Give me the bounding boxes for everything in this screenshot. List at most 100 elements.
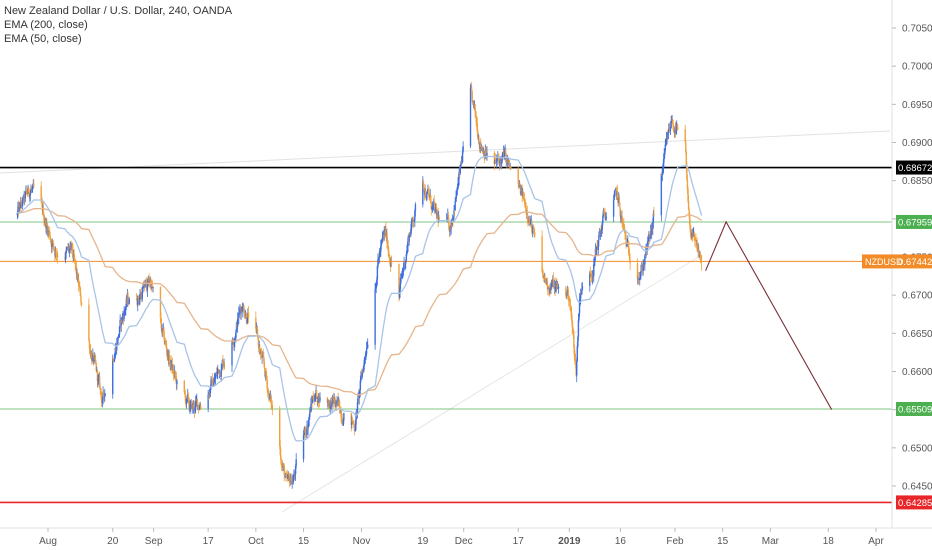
candle-body-569: [462, 146, 464, 152]
candle-body-743: [602, 215, 604, 223]
candle-body-511: [422, 181, 425, 185]
candle-body-137: [121, 316, 124, 321]
candle-body-462: [381, 239, 383, 242]
candle-body-771: [624, 233, 627, 237]
candle-body-35: [43, 216, 45, 221]
candle-body-456: [377, 256, 380, 260]
candle-body-600: [493, 152, 496, 164]
candle-body-181: [160, 318, 162, 325]
candle-body-507: [413, 220, 415, 222]
candle-body-816: [664, 150, 666, 156]
legend-ema50[interactable]: EMA (50, close): [4, 33, 82, 45]
candle-body-644: [525, 207, 527, 213]
candle-body-766: [622, 222, 624, 224]
candle-body-839: [677, 126, 679, 130]
candle-body-492: [405, 260, 407, 264]
candle-body-482: [399, 283, 401, 292]
candle-body-850: [690, 232, 692, 234]
candle-body-605: [496, 157, 498, 162]
rising-trendline: [281, 255, 701, 513]
candle-body-684: [555, 286, 557, 291]
candle-body-532: [434, 209, 437, 213]
candle-body-699: [570, 307, 572, 313]
candle-body-127: [116, 343, 118, 351]
candle-body-501: [410, 230, 412, 236]
price-tag-bg-0: [896, 160, 932, 175]
candle-body-543: [447, 214, 450, 223]
candle-body-286: [240, 309, 242, 314]
ema-50-line: [17, 155, 703, 442]
candle-body-596: [484, 150, 486, 158]
candle-body-735: [597, 240, 599, 250]
candle-body-555: [454, 201, 456, 211]
candle-body-658: [533, 231, 535, 233]
candle-body-779: [629, 260, 631, 264]
candle-body-526: [431, 206, 433, 209]
candle-body-865: [698, 256, 701, 258]
candle-body-180: [159, 287, 162, 319]
candle-body-283: [238, 309, 241, 313]
candle-body-414: [340, 411, 342, 417]
candle-body-313: [262, 355, 264, 357]
candle-body-96: [91, 357, 93, 361]
x-tick-label-9: 17: [513, 536, 525, 547]
candle-body-773: [625, 244, 628, 246]
candle-body-253: [214, 376, 217, 379]
candle-body-272: [232, 341, 234, 343]
candle-body-854: [692, 233, 694, 237]
x-tick-label-16: Apr: [868, 536, 884, 547]
candle-body-276: [234, 337, 237, 339]
candle-body-389: [319, 397, 321, 401]
candle-body-251: [213, 378, 216, 383]
candle-body-218: [188, 400, 190, 405]
legend-title[interactable]: New Zealand Dollar / U.S. Dollar, 240, O…: [4, 5, 233, 17]
candle-body-6: [20, 202, 22, 208]
candle-body-618: [503, 152, 506, 158]
candle-body-411: [338, 399, 341, 407]
candle-body-398: [331, 401, 333, 408]
candle-body-56: [55, 251, 57, 255]
candle-body-809: [653, 213, 655, 216]
x-tick-label-11: 16: [615, 536, 627, 547]
candle-body-101: [94, 356, 96, 361]
candle-body-128: [116, 343, 118, 345]
candle-body-662: [542, 273, 544, 278]
candle-body-99: [93, 358, 95, 362]
candle-body-27: [31, 185, 34, 189]
candle-body-446: [365, 354, 367, 356]
candle-body-553: [453, 209, 455, 217]
candle-body-705: [573, 347, 576, 358]
candle-body-633: [519, 185, 521, 187]
candle-body-704: [573, 334, 575, 348]
candle-body-392: [327, 401, 330, 406]
legend-ema200[interactable]: EMA (200, close): [4, 19, 88, 31]
time-axis[interactable]: Aug 20 Sep 17 Oct 15 Nov 19 Dec 17 2019 16 Feb 15 Mar 1…: [39, 528, 884, 547]
candle-body-560: [457, 183, 459, 189]
candle-body-634: [519, 186, 522, 195]
candle-body-15: [25, 190, 27, 195]
candle-body-130: [117, 336, 120, 338]
candle-body-263: [220, 369, 222, 377]
candle-body-703: [572, 329, 575, 335]
candle-body-776: [627, 241, 630, 248]
candle-body-140: [123, 312, 125, 320]
candle-body-208: [175, 376, 178, 385]
x-tick-label-14: Mar: [762, 536, 780, 547]
candle-body-828: [670, 121, 673, 123]
candle-body-435: [359, 390, 361, 392]
candle-body-572: [470, 87, 473, 92]
candle-body-709: [576, 361, 578, 376]
candle-body-720: [589, 272, 591, 286]
candle-body-654: [531, 220, 533, 232]
candle-body-458: [378, 252, 381, 258]
candle-body-363: [304, 428, 306, 433]
candle-body-76: [73, 255, 75, 259]
candle-body-233: [196, 398, 199, 407]
candle-body-431: [356, 402, 359, 413]
candle-body-274: [233, 342, 235, 345]
